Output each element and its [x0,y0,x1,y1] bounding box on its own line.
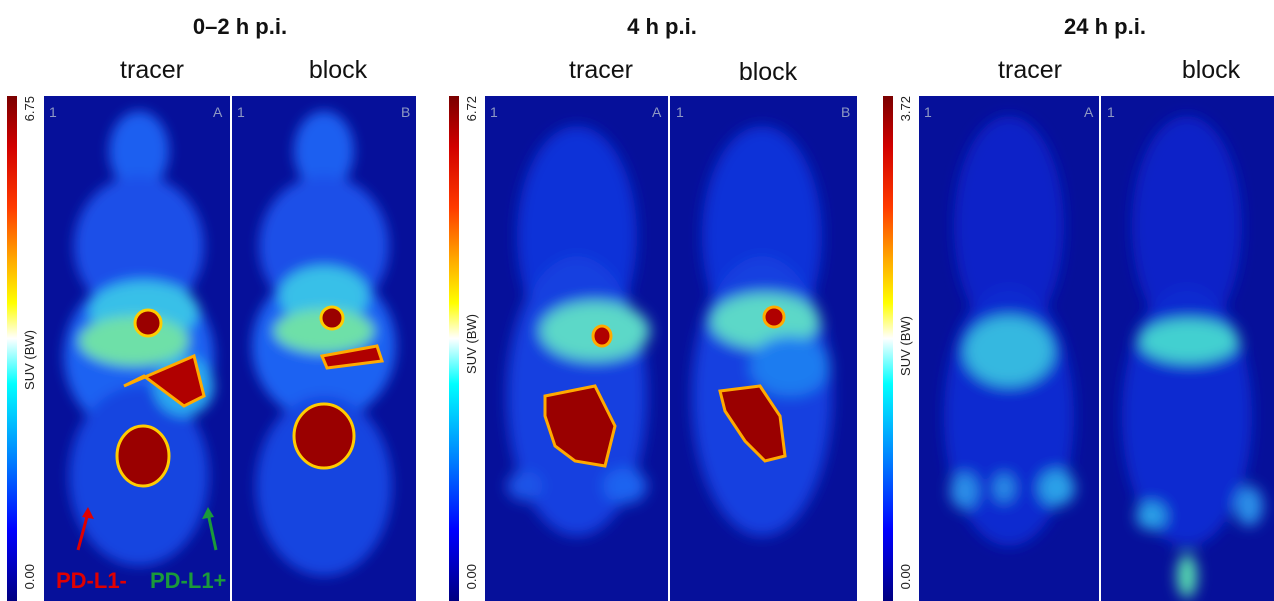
corner-label-3b: 1 [1107,104,1115,120]
corner-label-1b: 1 [237,104,245,120]
colorbar-min-1: 0.00 [22,564,37,590]
tracer-label-1: tracer [120,56,184,84]
corner-letter-1b: B [401,104,411,120]
block-label-2: block [738,58,798,86]
corner-letter-3a: A [1084,104,1094,120]
tracer-label-3: tracer [998,56,1062,84]
block-label-3: block [1181,56,1241,84]
block-label-1: block [308,56,368,84]
panel-divider-2 [668,96,670,601]
pet-image-block-24h [1101,96,1274,601]
panel-title-4h: 4 h p.i. [627,14,697,39]
colorbar-3: 3.72 SUV (BW) 0.00 [883,96,917,601]
corner-label-2b: 1 [676,104,684,120]
tracer-label-2: tracer [569,56,633,84]
pd-l1-negative-label: PD-L1- [56,568,127,593]
corner-label-2a: 1 [490,104,498,120]
arrow-pd-pos [202,507,218,551]
colorbar-min-3: 0.00 [898,564,913,590]
pet-image-tracer-4h [485,96,668,601]
panel-title-24h: 24 h p.i. [1064,14,1146,39]
panel-divider-3 [1099,96,1101,601]
pet-image-block-0-2h [232,96,416,601]
colorbar-min-2: 0.00 [464,564,479,590]
colorbar-label-3: SUV (BW) [898,316,913,376]
colorbar-gradient-3 [883,96,893,601]
corner-letter-2a: A [652,104,662,120]
colorbar-2: 6.72 SUV (BW) 0.00 [449,96,483,601]
arrow-pd-neg [76,507,94,551]
colorbar-max-3: 3.72 [898,96,913,122]
colorbar-max-2: 6.72 [464,96,479,122]
colorbar-max-1: 6.75 [22,96,37,122]
colorbar-gradient-2 [449,96,459,601]
pd-l1-positive-label: PD-L1+ [150,568,227,593]
corner-label-1a: 1 [49,104,57,120]
colorbar-label-2: SUV (BW) [464,314,479,374]
colorbar-gradient-1 [7,96,17,601]
panel-title-0-2h: 0–2 h p.i. [192,14,288,39]
corner-label-3a: 1 [924,104,932,120]
colorbar-1: 6.75 SUV (BW) 0.00 [7,96,41,601]
pet-image-tracer-0-2h [44,96,230,601]
pet-image-block-4h [670,96,857,601]
corner-letter-1a: A [213,104,223,120]
colorbar-label-1: SUV (BW) [22,330,37,390]
corner-letter-2b: B [841,104,851,120]
panel-divider-1 [230,96,232,601]
pet-image-tracer-24h [919,96,1099,601]
